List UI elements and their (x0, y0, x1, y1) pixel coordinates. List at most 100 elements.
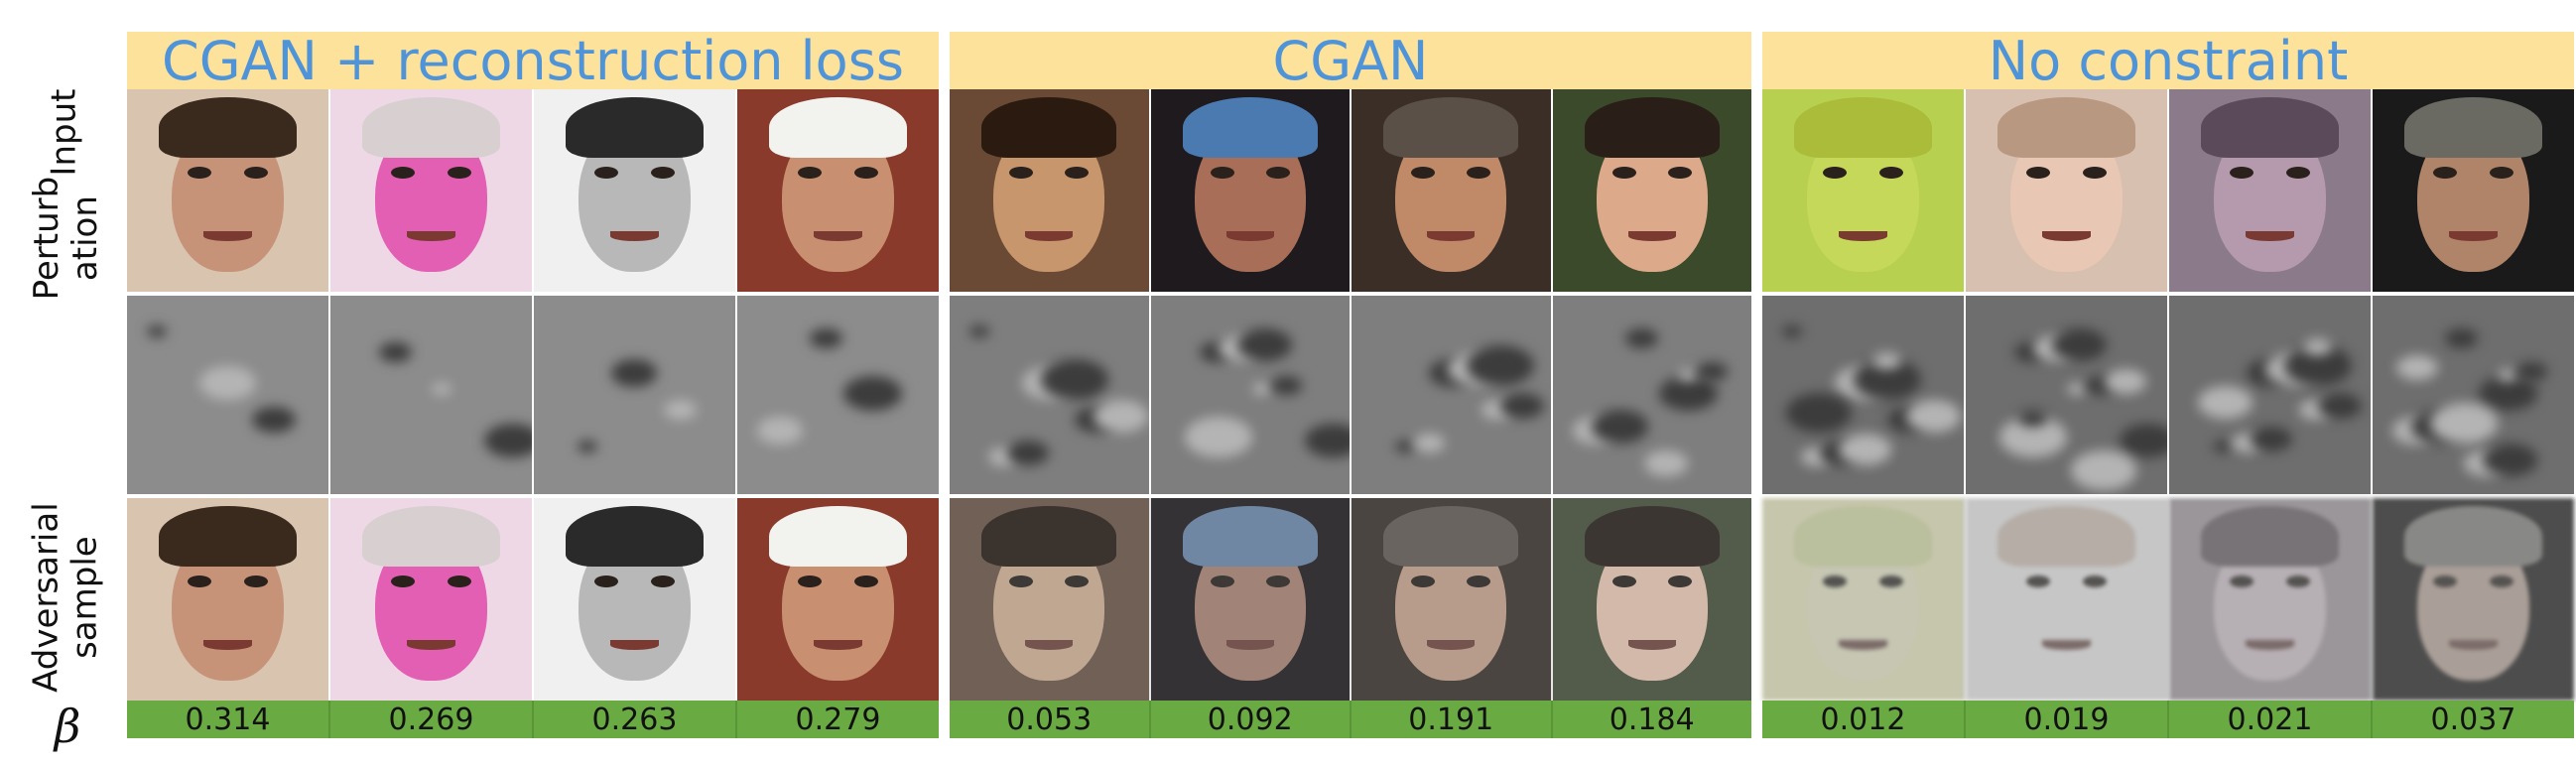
perturbation-pattern (1304, 424, 1351, 458)
input-face-image (330, 89, 534, 292)
eye (853, 575, 879, 587)
eye (447, 575, 472, 587)
eye (390, 166, 416, 179)
input-face-image (2169, 89, 2373, 292)
hair (1794, 506, 1932, 568)
hair (362, 97, 500, 159)
perturbation-row (127, 296, 2574, 494)
beta-bar-group-1: 0.314 0.269 0.263 0.279 (127, 701, 939, 738)
perturbation-pattern (432, 383, 451, 395)
eye (2285, 166, 2311, 179)
mouth (1427, 230, 1476, 241)
mouth (1025, 639, 1074, 650)
adversarial-face-image (737, 498, 939, 701)
adversarial-face-image (534, 498, 737, 701)
perturbation-pattern (1251, 383, 1272, 395)
mouth (814, 230, 862, 241)
mouth (610, 639, 659, 650)
beta-value: 0.314 (127, 701, 330, 738)
input-group (127, 89, 939, 292)
perturbation-pattern (664, 400, 697, 420)
beta-symbol: β (54, 700, 81, 753)
perturbation-pattern (1872, 352, 1901, 370)
mouth (610, 230, 659, 241)
perturbation-map (950, 296, 1151, 494)
perturbation-pattern (2198, 386, 2253, 419)
adversarial-face-image (1352, 498, 1553, 701)
input-group (1762, 89, 2574, 292)
hair (1794, 97, 1932, 159)
perturbation-pattern (2498, 369, 2517, 381)
input-face-image (1966, 89, 2169, 292)
adversarial-group (1762, 498, 2574, 701)
beta-value: 0.053 (950, 701, 1151, 738)
eye (1065, 575, 1090, 587)
eye (1467, 575, 1491, 587)
eye (1210, 575, 1234, 587)
adversarial-face-image (950, 498, 1151, 701)
perturbation-pattern (1643, 450, 1688, 477)
perturbation-pattern (1658, 376, 1718, 412)
eye (1467, 166, 1491, 179)
eye (447, 166, 472, 179)
perturbation-map (1552, 296, 1751, 494)
input-face-image (2373, 89, 2574, 292)
eye (1878, 575, 1904, 587)
adversarial-row (127, 498, 2574, 701)
hair (2404, 97, 2542, 159)
perturbation-pattern (2483, 444, 2537, 476)
eye (853, 166, 879, 179)
perturbation-map (1966, 296, 2169, 494)
perturbation-map (1762, 296, 1966, 494)
perturbation-pattern (2430, 403, 2498, 444)
perturbation-pattern (1270, 376, 1302, 395)
hair (769, 97, 907, 159)
perturbation-pattern (2120, 424, 2167, 458)
perturbation-pattern (2396, 355, 2438, 381)
eye (2025, 166, 2051, 179)
perturbation-pattern (2105, 369, 2146, 395)
adversarial-face-image (1552, 498, 1751, 701)
hair (1584, 506, 1720, 568)
perturbation-pattern (757, 417, 803, 445)
perturbation-pattern (1782, 325, 1802, 337)
input-face-image (534, 89, 737, 292)
eye (2229, 166, 2254, 179)
eye (593, 166, 619, 179)
hair (1383, 97, 1519, 159)
input-face-image (950, 89, 1151, 292)
input-row (127, 89, 2574, 292)
perturbation-pattern (2516, 362, 2547, 381)
hair (1584, 97, 1720, 159)
hair (981, 97, 1117, 159)
perturbation-pattern (484, 424, 532, 458)
adversarial-face-image (127, 498, 330, 701)
hair (566, 97, 704, 159)
perturbation-map (330, 296, 534, 494)
perturbation-pattern (1094, 400, 1148, 433)
hair (981, 506, 1117, 568)
perturbation-pattern (147, 325, 167, 337)
mouth (1839, 230, 1887, 241)
eye (2025, 575, 2051, 587)
eye (1822, 575, 1848, 587)
beta-bar-group-3: 0.012 0.019 0.021 0.037 (1762, 701, 2574, 738)
adversarial-face-image (1762, 498, 1966, 701)
perturbation-pattern (843, 376, 902, 412)
perturbation-pattern (810, 328, 842, 348)
beta-bar-group-2: 0.053 0.092 0.191 0.184 (950, 701, 1751, 738)
eye (797, 575, 823, 587)
mouth (407, 639, 455, 650)
perturbation-map (127, 296, 330, 494)
hair (159, 97, 297, 159)
perturbation-map (2169, 296, 2373, 494)
eye (2285, 575, 2311, 587)
hair (769, 506, 907, 568)
perturbation-pattern (1007, 441, 1049, 466)
eye (1878, 166, 1904, 179)
beta-value: 0.279 (795, 702, 881, 737)
perturbation-pattern (252, 407, 296, 434)
perturbation-pattern (2071, 450, 2136, 490)
hair (1182, 97, 1318, 159)
perturbation-pattern (2067, 383, 2087, 395)
